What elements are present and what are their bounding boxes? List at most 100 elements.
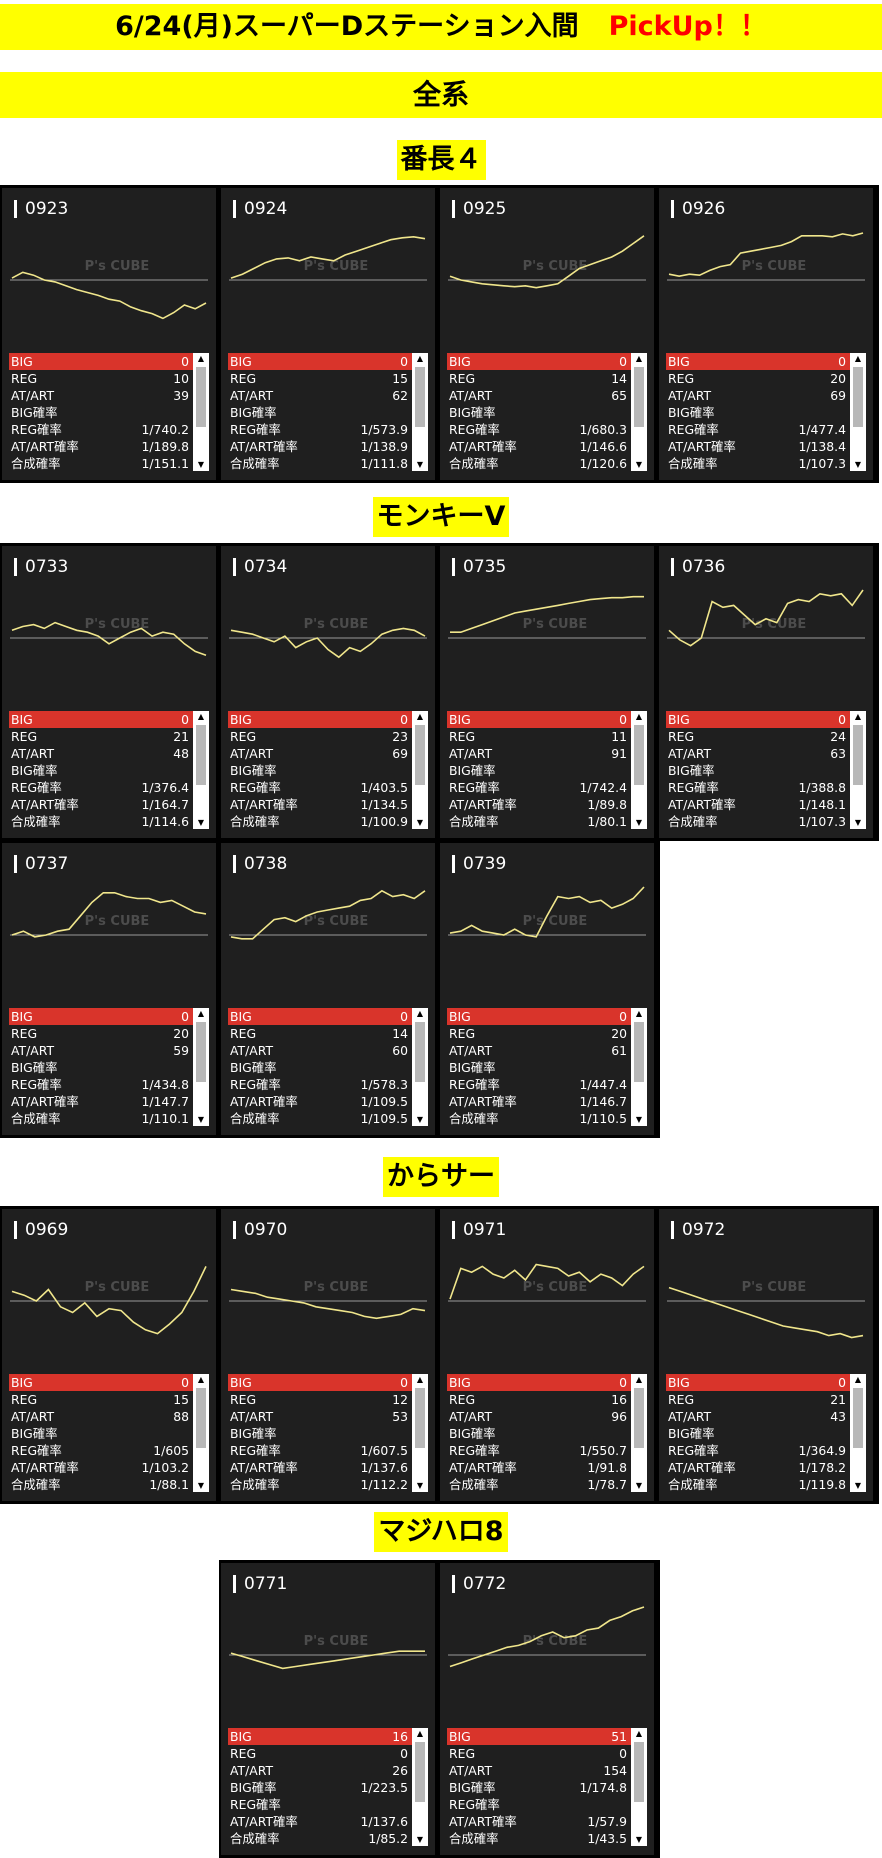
stat-label: 合成確率 [449, 1111, 499, 1126]
scroll-up-arrow-icon[interactable]: ▲ [416, 1729, 424, 1738]
scroll-thumb[interactable] [415, 725, 425, 785]
scroll-up-arrow-icon[interactable]: ▲ [635, 354, 643, 363]
scroll-down-arrow-icon[interactable]: ▼ [197, 1115, 205, 1124]
stats-scrollbar[interactable]: ▲ ▼ [631, 1728, 647, 1846]
scroll-up-arrow-icon[interactable]: ▲ [635, 1009, 643, 1018]
scroll-thumb[interactable] [853, 725, 863, 785]
scroll-up-arrow-icon[interactable]: ▲ [416, 1375, 424, 1384]
scroll-up-arrow-icon[interactable]: ▲ [854, 712, 862, 721]
stats-scrollbar[interactable]: ▲ ▼ [631, 1374, 647, 1492]
machine-panel[interactable]: 0923 P's CUBE BIG 0 REG 10 AT/ART 39 BIG確率 REG確率 1… [2, 188, 216, 480]
stat-label: BIG確率 [230, 1780, 277, 1795]
machine-panel[interactable]: 0969 P's CUBE BIG 0 REG 15 AT/ART 88 BIG確率 REG確率 1… [2, 1209, 216, 1501]
scroll-down-arrow-icon[interactable]: ▼ [416, 818, 424, 827]
stats-scrollbar[interactable]: ▲ ▼ [193, 353, 209, 471]
machine-panel[interactable]: 0735 P's CUBE BIG 0 REG 11 AT/ART 91 BIG確率 REG確率 1… [440, 546, 654, 838]
scroll-down-arrow-icon[interactable]: ▼ [854, 460, 862, 469]
scroll-down-arrow-icon[interactable]: ▼ [416, 1481, 424, 1490]
scroll-up-arrow-icon[interactable]: ▲ [197, 1009, 205, 1018]
scroll-thumb[interactable] [634, 725, 644, 785]
machine-panel[interactable]: 0737 P's CUBE BIG 0 REG 20 AT/ART 59 BIG確率 REG確率 1… [2, 843, 216, 1135]
stat-value: 1/137.6 [360, 1460, 408, 1475]
scroll-down-arrow-icon[interactable]: ▼ [854, 818, 862, 827]
stat-row-reg-rate: REG確率 1/376.4 [9, 779, 193, 796]
scroll-thumb[interactable] [634, 1742, 644, 1802]
stats-scrollbar[interactable]: ▲ ▼ [193, 711, 209, 829]
scroll-down-arrow-icon[interactable]: ▼ [635, 818, 643, 827]
stat-label: REG [449, 1392, 476, 1407]
machine-panel[interactable]: 0971 P's CUBE BIG 0 REG 16 AT/ART 96 BIG確率 REG確率 1… [440, 1209, 654, 1501]
stats-scrollbar[interactable]: ▲ ▼ [193, 1008, 209, 1126]
scroll-thumb[interactable] [853, 367, 863, 427]
machine-panel[interactable]: 0924 P's CUBE BIG 0 REG 15 AT/ART 62 BIG確率 REG確率 1… [221, 188, 435, 480]
scroll-thumb[interactable] [853, 1388, 863, 1448]
scroll-down-arrow-icon[interactable]: ▼ [635, 1481, 643, 1490]
scroll-thumb[interactable] [196, 367, 206, 427]
stats-scrollbar[interactable]: ▲ ▼ [412, 711, 428, 829]
stats-scrollbar[interactable]: ▲ ▼ [193, 1374, 209, 1492]
scroll-thumb[interactable] [415, 1388, 425, 1448]
stats-scrollbar[interactable]: ▲ ▼ [412, 1008, 428, 1126]
stats-scrollbar[interactable]: ▲ ▼ [631, 1008, 647, 1126]
scroll-up-arrow-icon[interactable]: ▲ [416, 712, 424, 721]
machine-panel[interactable]: 0736 P's CUBE BIG 0 REG 24 AT/ART 63 BIG確率 REG確率 1… [659, 546, 873, 838]
machine-panel[interactable]: 0771 P's CUBE BIG 16 REG 0 AT/ART 26 BIG確率 1/223.… [221, 1563, 435, 1855]
stat-label: REG [11, 1026, 38, 1041]
stat-value: 1/110.1 [141, 1111, 189, 1126]
stats-scrollbar[interactable]: ▲ ▼ [412, 353, 428, 471]
scroll-thumb[interactable] [196, 1022, 206, 1082]
machine-panel[interactable]: 0733 P's CUBE BIG 0 REG 21 AT/ART 48 BIG確率 REG確率 1… [2, 546, 216, 838]
stats-scrollbar[interactable]: ▲ ▼ [850, 711, 866, 829]
machine-panel[interactable]: 0926 P's CUBE BIG 0 REG 20 AT/ART 69 BIG確率 REG確率 1… [659, 188, 873, 480]
scroll-down-arrow-icon[interactable]: ▼ [635, 460, 643, 469]
machine-panel[interactable]: 0772 P's CUBE BIG 51 REG 0 AT/ART 154 BIG確率 1/174… [440, 1563, 654, 1855]
stats-scrollbar[interactable]: ▲ ▼ [850, 1374, 866, 1492]
scroll-up-arrow-icon[interactable]: ▲ [635, 712, 643, 721]
machine-panel[interactable]: 0972 P's CUBE BIG 0 REG 21 AT/ART 43 BIG確率 REG確率 1… [659, 1209, 873, 1501]
scroll-down-arrow-icon[interactable]: ▼ [635, 1835, 643, 1844]
scroll-up-arrow-icon[interactable]: ▲ [416, 354, 424, 363]
machine-panel[interactable]: 0739 P's CUBE BIG 0 REG 20 AT/ART 61 BIG確率 REG確率 1… [440, 843, 654, 1135]
scroll-down-arrow-icon[interactable]: ▼ [197, 818, 205, 827]
stats-scrollbar[interactable]: ▲ ▼ [631, 711, 647, 829]
scroll-down-arrow-icon[interactable]: ▼ [197, 1481, 205, 1490]
stat-value: 1/146.6 [579, 439, 627, 454]
scroll-thumb[interactable] [415, 1742, 425, 1802]
scroll-down-arrow-icon[interactable]: ▼ [416, 1835, 424, 1844]
scroll-up-arrow-icon[interactable]: ▲ [854, 1375, 862, 1384]
scroll-thumb[interactable] [634, 1388, 644, 1448]
stats-scrollbar[interactable]: ▲ ▼ [850, 353, 866, 471]
stats-scrollbar[interactable]: ▲ ▼ [412, 1374, 428, 1492]
scroll-up-arrow-icon[interactable]: ▲ [854, 354, 862, 363]
stats-scrollbar[interactable]: ▲ ▼ [631, 353, 647, 471]
scroll-thumb[interactable] [415, 367, 425, 427]
stat-label: AT/ART [449, 1409, 493, 1424]
scroll-down-arrow-icon[interactable]: ▼ [197, 460, 205, 469]
machine-panel[interactable]: 0970 P's CUBE BIG 0 REG 12 AT/ART 53 BIG確率 REG確率 1… [221, 1209, 435, 1501]
scroll-up-arrow-icon[interactable]: ▲ [197, 712, 205, 721]
machine-panel[interactable]: 0925 P's CUBE BIG 0 REG 14 AT/ART 65 BIG確率 REG確率 1… [440, 188, 654, 480]
section-label: マジハロ8 [0, 1512, 882, 1552]
machine-panel[interactable]: 0734 P's CUBE BIG 0 REG 23 AT/ART 69 BIG確率 REG確率 1… [221, 546, 435, 838]
stats-scrollbar[interactable]: ▲ ▼ [412, 1728, 428, 1846]
scroll-up-arrow-icon[interactable]: ▲ [635, 1729, 643, 1738]
scroll-down-arrow-icon[interactable]: ▼ [635, 1115, 643, 1124]
scroll-up-arrow-icon[interactable]: ▲ [197, 1375, 205, 1384]
scroll-thumb[interactable] [415, 1022, 425, 1082]
machine-number: 0972 [671, 1221, 725, 1239]
scroll-down-arrow-icon[interactable]: ▼ [854, 1481, 862, 1490]
scroll-thumb[interactable] [634, 1022, 644, 1082]
machine-number: 0971 [452, 1221, 506, 1239]
stat-label: BIG [449, 1375, 471, 1390]
scroll-down-arrow-icon[interactable]: ▼ [416, 1115, 424, 1124]
scroll-up-arrow-icon[interactable]: ▲ [635, 1375, 643, 1384]
stat-value: 88 [173, 1409, 189, 1424]
scroll-thumb[interactable] [634, 367, 644, 427]
scroll-thumb[interactable] [196, 725, 206, 785]
stat-label: 合成確率 [668, 1477, 718, 1492]
scroll-up-arrow-icon[interactable]: ▲ [197, 354, 205, 363]
scroll-thumb[interactable] [196, 1388, 206, 1448]
scroll-down-arrow-icon[interactable]: ▼ [416, 460, 424, 469]
scroll-up-arrow-icon[interactable]: ▲ [416, 1009, 424, 1018]
machine-panel[interactable]: 0738 P's CUBE BIG 0 REG 14 AT/ART 60 BIG確率 REG確率 1… [221, 843, 435, 1135]
